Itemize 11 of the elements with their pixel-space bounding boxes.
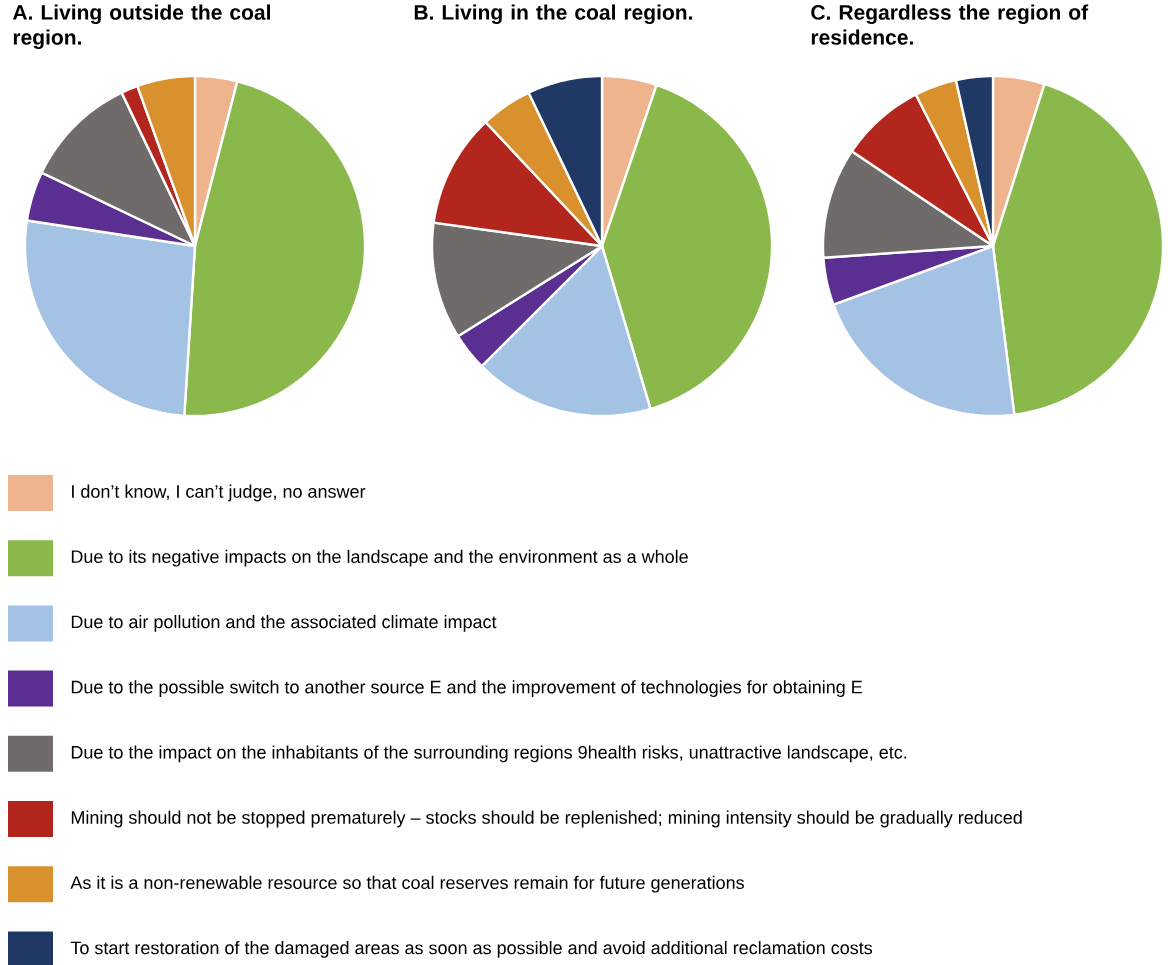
legend-label: I don’t know, I can’t judge, no answer xyxy=(72,484,366,502)
chart-title: B. Living in the coal region. xyxy=(414,4,692,25)
chart-title: A. Living outside the coal region. xyxy=(12,4,270,50)
legend-label: As it is a non-renewable resource so that coal reserves remain for future generations xyxy=(70,875,744,893)
legend-label: Due to the impact on the inhabitants of the surrounding regions 9health risks, unattractive landscape, etc. xyxy=(71,745,907,763)
legend-label: Due to air pollution and the associated climate impact xyxy=(71,615,497,632)
legend-label: Due to its negative impacts on the landscape and the environment as a whole xyxy=(71,549,688,567)
legend-label: To start restoration of the damaged areas as soon as possible and avoid additional reclamation costs xyxy=(70,941,873,958)
legend-label: Due to the possible switch to another source E and the improvement of technologies for obtaining E xyxy=(71,680,862,697)
legend-label: Mining should not be stopped prematurely – stocks should be replenished; mining intensity should be gradually reduced xyxy=(71,810,1022,828)
chart-title: C. Regardless the region of residence. xyxy=(811,4,1089,45)
